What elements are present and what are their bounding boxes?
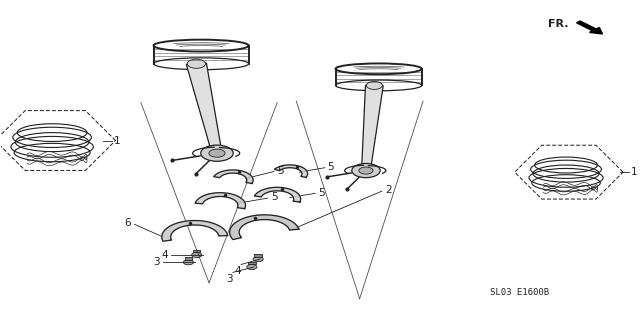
Text: 6: 6 <box>125 219 131 228</box>
Polygon shape <box>162 220 228 241</box>
Polygon shape <box>255 187 301 202</box>
Circle shape <box>247 264 257 270</box>
Text: 3: 3 <box>154 257 160 267</box>
Polygon shape <box>230 215 299 240</box>
Circle shape <box>209 149 225 157</box>
Circle shape <box>366 81 382 89</box>
Text: 1: 1 <box>631 167 637 177</box>
Text: 4: 4 <box>235 266 241 276</box>
Circle shape <box>191 252 202 257</box>
Text: 2: 2 <box>385 184 392 195</box>
Circle shape <box>359 167 373 174</box>
FancyBboxPatch shape <box>248 262 255 264</box>
FancyBboxPatch shape <box>193 250 200 252</box>
Circle shape <box>352 163 380 178</box>
Text: 3: 3 <box>227 274 233 284</box>
Circle shape <box>201 145 233 161</box>
Text: SL03 E1600B: SL03 E1600B <box>490 288 548 297</box>
Polygon shape <box>214 170 253 183</box>
Text: FR.: FR. <box>548 19 569 28</box>
Text: 5: 5 <box>318 188 324 198</box>
Circle shape <box>184 260 193 265</box>
Polygon shape <box>275 165 308 177</box>
Text: 1: 1 <box>115 136 121 145</box>
Circle shape <box>253 256 263 262</box>
Text: 5: 5 <box>277 166 284 176</box>
Polygon shape <box>362 85 383 171</box>
Circle shape <box>188 59 205 68</box>
Polygon shape <box>186 63 222 153</box>
FancyArrow shape <box>577 21 602 34</box>
Text: 4: 4 <box>161 250 168 260</box>
Polygon shape <box>195 193 246 209</box>
Text: 5: 5 <box>327 162 334 172</box>
FancyBboxPatch shape <box>254 254 262 256</box>
FancyBboxPatch shape <box>184 257 192 260</box>
Text: 5: 5 <box>271 192 278 203</box>
